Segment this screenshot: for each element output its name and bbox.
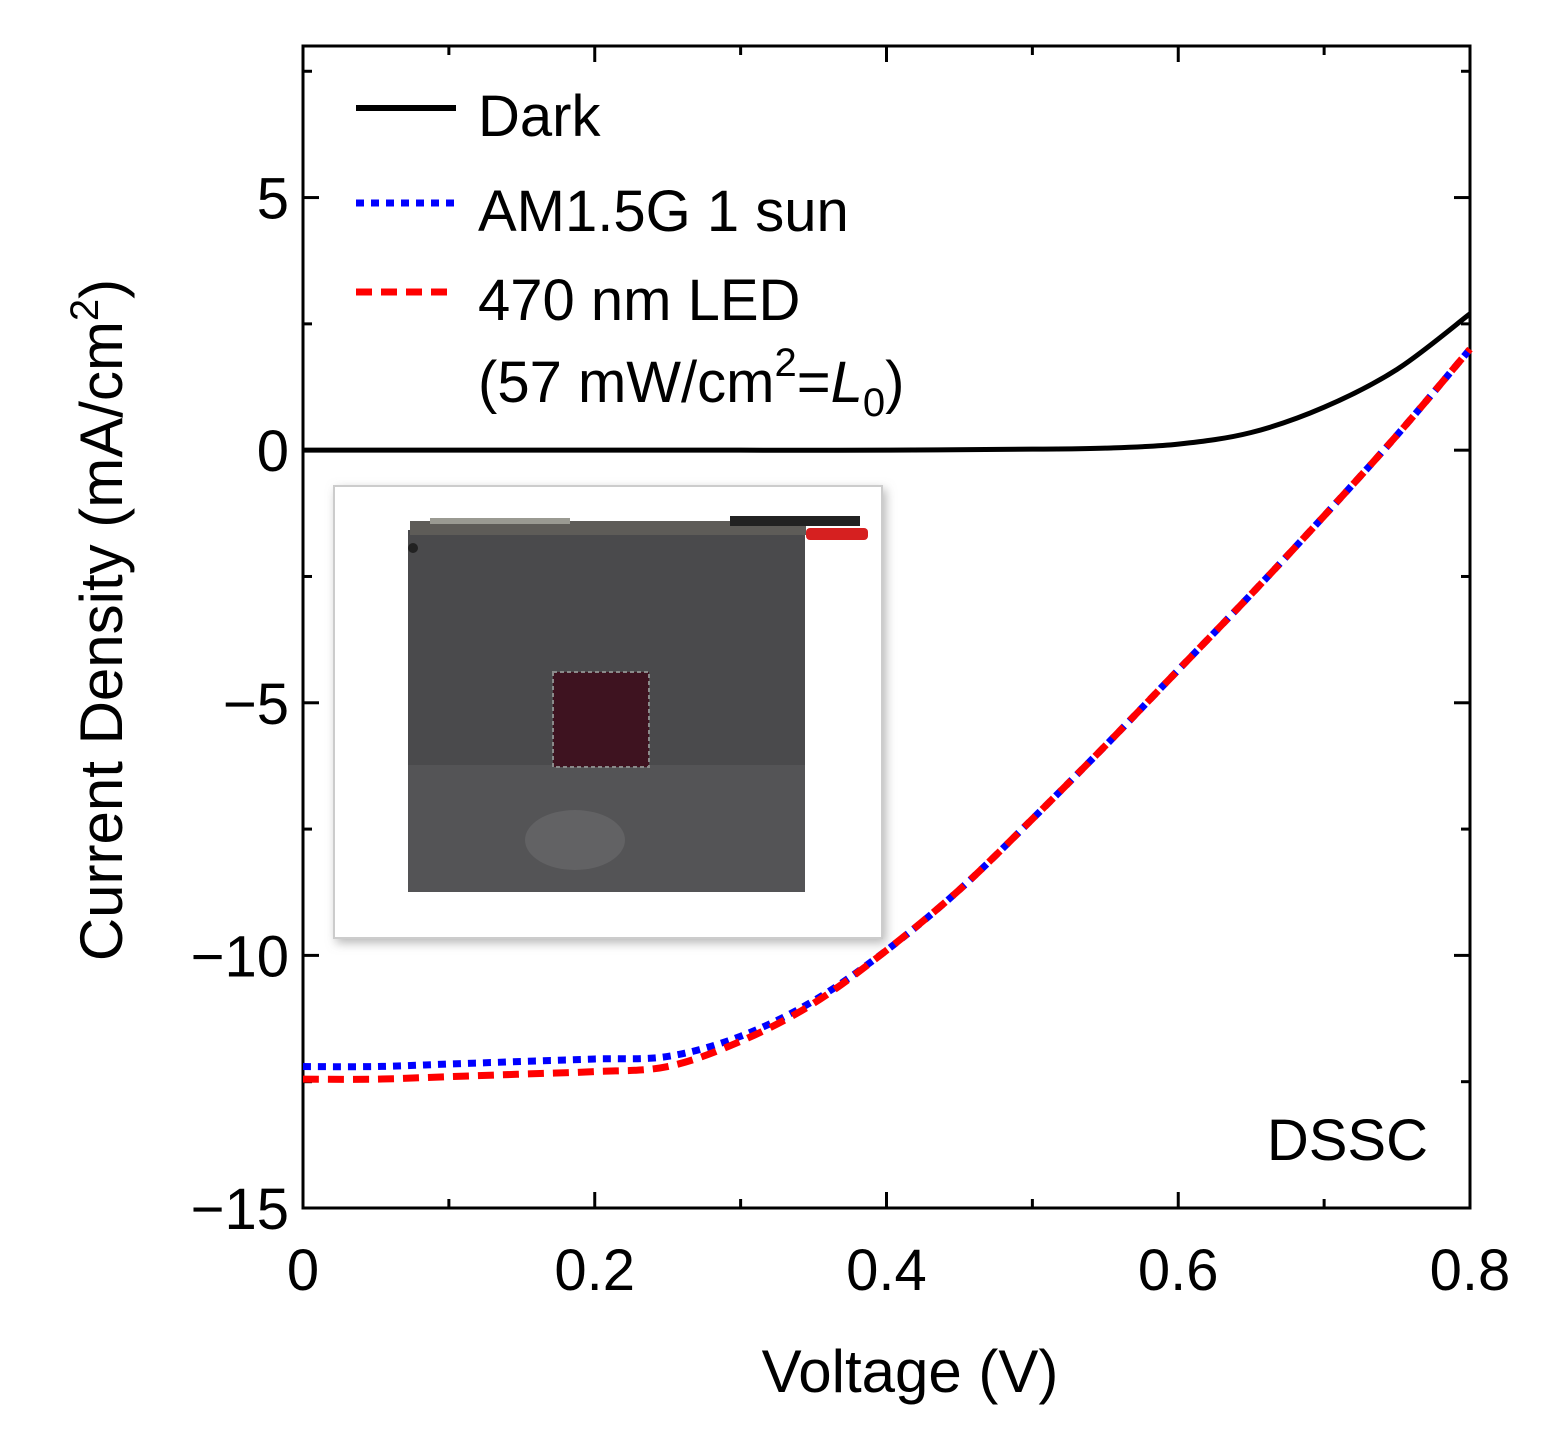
y-tick-label: 0 — [257, 419, 289, 484]
x-tick-label: 0 — [287, 1238, 319, 1303]
legend-note: (57 mW/cm2=L0) — [478, 341, 904, 425]
x-tick-label: 0.4 — [846, 1238, 927, 1303]
legend-note-eq: = — [797, 350, 831, 415]
x-tick-label: 0.6 — [1138, 1238, 1219, 1303]
series-line-led — [302, 346, 1473, 1083]
y-tick-label: −10 — [191, 924, 289, 989]
x-axis-title: Voltage (V) — [762, 1338, 1059, 1405]
dssc-annotation: DSSC — [1267, 1108, 1428, 1173]
inset-photo — [333, 485, 883, 939]
photo-corner-dot — [408, 543, 418, 553]
x-axis-ticks — [301, 46, 1472, 1208]
series-line-dark — [302, 311, 1472, 453]
legend-note-sub: 0 — [863, 381, 885, 425]
legend-label-led: 470 nm LED — [478, 268, 800, 333]
photo-top-highlight — [430, 518, 570, 524]
photo-wire-black — [730, 516, 860, 526]
y-axis-title-end: ) — [68, 279, 135, 299]
y-axis-title-sup: 2 — [63, 299, 107, 321]
photo-top-strip — [410, 521, 806, 535]
y-axis-title-main: Current Density (mA/cm — [68, 321, 135, 961]
photo-reflection — [525, 810, 625, 870]
legend-note-suffix: ) — [885, 350, 904, 415]
legend-label-dark: Dark — [478, 84, 601, 149]
photo-wire-red — [806, 528, 868, 540]
legend-note-prefix: (57 mW/cm — [478, 350, 774, 415]
y-tick-label: −15 — [191, 1177, 289, 1242]
y-axis-tick-labels: 5 0 −5 −10 −15 — [191, 167, 289, 1242]
y-tick-label: −5 — [223, 672, 289, 737]
legend-note-sup: 2 — [774, 341, 796, 385]
legend-note-var: L — [831, 350, 863, 415]
x-tick-label: 0.2 — [554, 1238, 635, 1303]
series-layer — [302, 311, 1473, 1083]
photo-active-cell — [552, 671, 650, 768]
y-axis-title: Current Density (mA/cm2) — [63, 279, 135, 961]
y-tick-label: 5 — [257, 167, 289, 232]
dssc-photo-icon — [408, 516, 868, 892]
legend-label-am15g: AM1.5G 1 sun — [478, 179, 849, 244]
x-tick-label: 0.8 — [1430, 1238, 1511, 1303]
x-axis-tick-labels: 0 0.2 0.4 0.6 0.8 — [287, 1238, 1510, 1303]
legend: Dark AM1.5G 1 sun 470 nm LED (57 mW/cm2=… — [356, 84, 904, 425]
